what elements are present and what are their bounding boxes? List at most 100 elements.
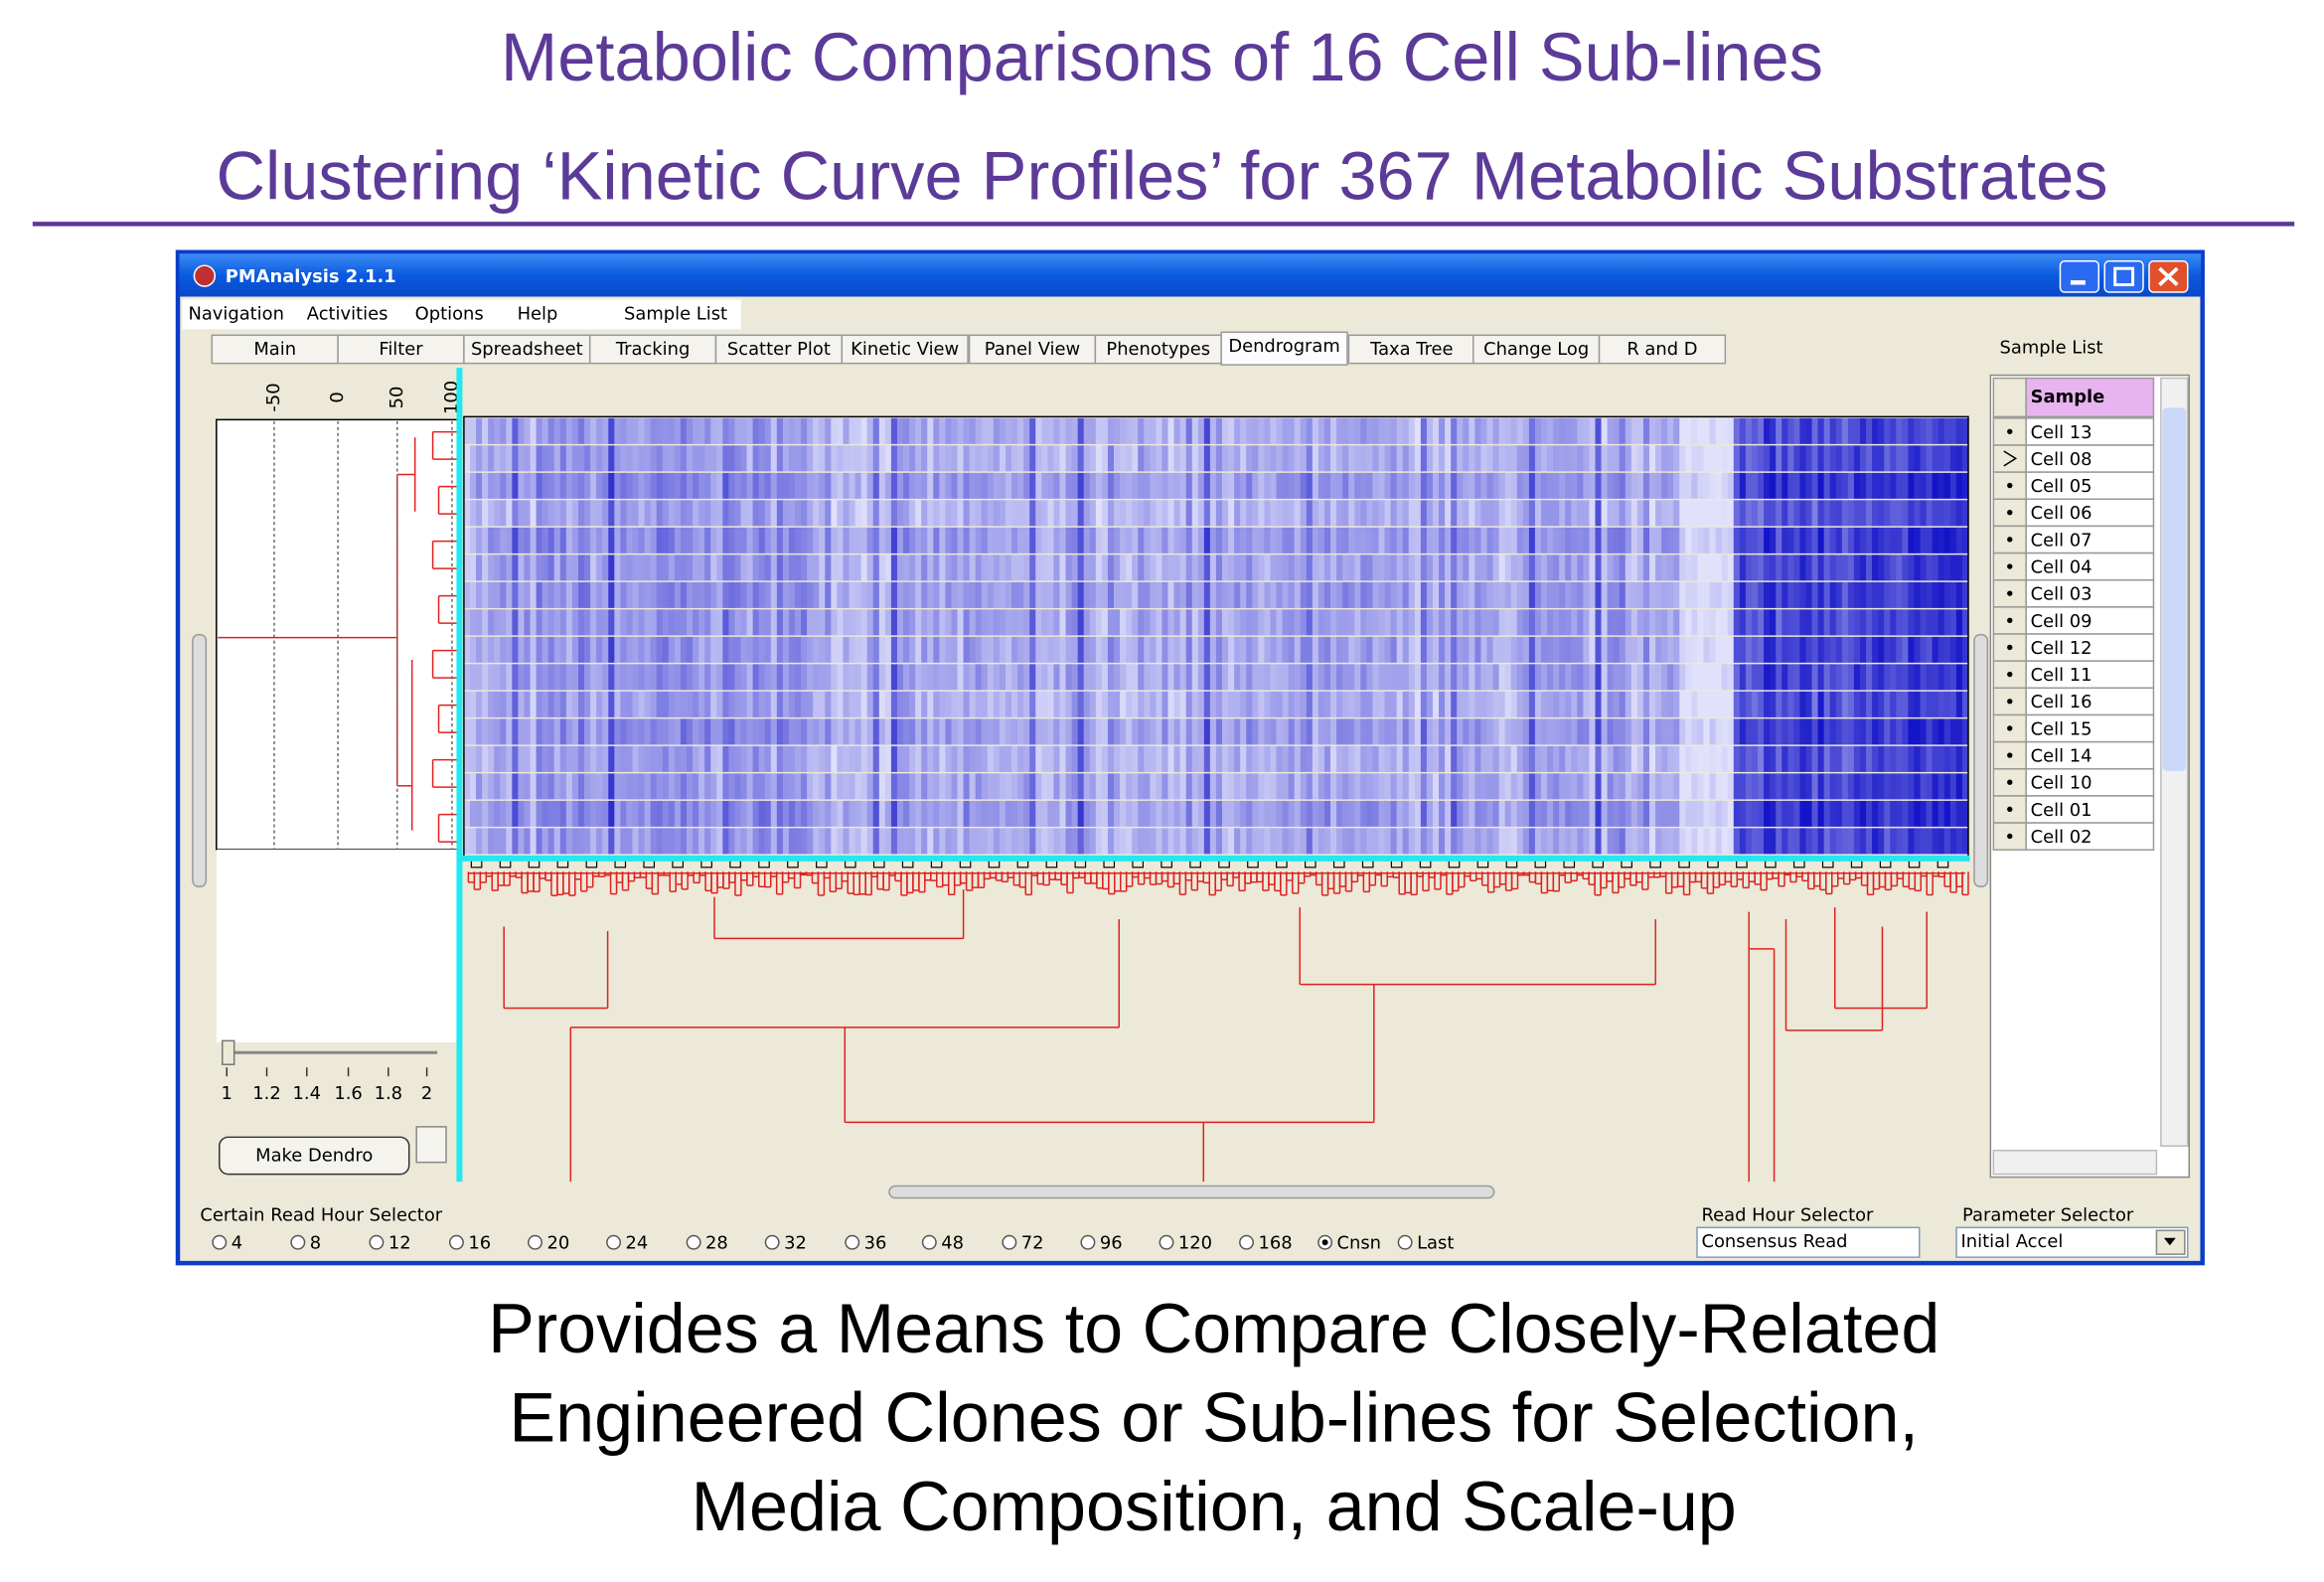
sample-cell[interactable]	[2025, 471, 2155, 501]
minimize-button[interactable]	[2059, 259, 2100, 293]
sample-cell[interactable]	[2025, 633, 2155, 662]
heatmap-cell	[1890, 581, 1897, 608]
heatmap-cell	[776, 691, 784, 717]
heatmap-cell	[1510, 472, 1518, 499]
heatmap-cell	[728, 828, 735, 855]
heatmap-cell	[488, 581, 495, 608]
heatmap-cell	[469, 664, 477, 691]
sample-cell[interactable]	[2025, 552, 2155, 581]
heatmap-cell	[1420, 417, 1428, 444]
heatmap-cell	[500, 417, 507, 444]
heatmap-cell	[872, 664, 880, 691]
heatmap-cell	[1884, 636, 1891, 663]
heatmap-cell	[896, 445, 904, 472]
heatmap-cell	[559, 417, 567, 444]
heatmap-cell	[1138, 472, 1145, 499]
heatmap-cell	[542, 828, 549, 855]
maximize-button[interactable]	[2103, 259, 2144, 293]
heatmap-cell	[890, 445, 898, 472]
heatmap-cell	[571, 609, 579, 636]
heatmap-cell	[740, 417, 748, 444]
heatmap-cell	[1047, 500, 1054, 527]
heatmap-cell	[1884, 527, 1891, 554]
heatmap-cell	[801, 718, 808, 745]
heatmap-cell	[1288, 718, 1296, 745]
tab[interactable]	[968, 334, 1097, 365]
heatmap-cell	[614, 718, 621, 745]
heatmap-cell	[1408, 417, 1416, 444]
heatmap-cell	[674, 691, 682, 717]
menu-item[interactable]: Options	[415, 303, 484, 324]
heatmap-cell	[1330, 417, 1337, 444]
heatmap-cell	[1571, 773, 1578, 800]
heatmap-cell	[1041, 773, 1048, 800]
left-collapse[interactable]	[192, 633, 208, 887]
heatmap-cell	[776, 500, 784, 527]
heatmap-cell	[1005, 636, 1012, 663]
heatmap-cell	[1095, 609, 1103, 636]
tab[interactable]	[463, 334, 591, 365]
tab[interactable]	[1598, 334, 1727, 365]
heatmap-cell	[1065, 417, 1073, 444]
tab[interactable]	[1347, 334, 1475, 365]
heatmap-cell	[1414, 445, 1422, 472]
spin-button[interactable]	[415, 1126, 447, 1164]
heatmap-cell	[1691, 664, 1698, 691]
tab[interactable]	[1094, 334, 1222, 365]
tab[interactable]	[1472, 334, 1601, 365]
heatmap-cell	[1095, 554, 1103, 581]
heatmap-cell	[608, 828, 615, 855]
tab[interactable]	[841, 334, 969, 365]
menu-item[interactable]: Activities	[307, 303, 388, 324]
heatmap-cell	[1703, 718, 1711, 745]
sample-cell[interactable]	[2025, 444, 2155, 473]
sample-cell[interactable]	[2025, 660, 2155, 690]
heatmap-cell	[1636, 664, 1644, 691]
heatmap-cell	[1601, 773, 1609, 800]
heatmap-cell	[843, 445, 850, 472]
tab[interactable]	[1220, 331, 1348, 366]
sample-cell[interactable]	[2025, 578, 2155, 608]
heatmap-cell	[782, 472, 790, 499]
heatmap-cell	[1926, 609, 1934, 636]
heatmap-cell	[1360, 472, 1367, 499]
menu-item[interactable]: Help	[518, 303, 558, 324]
heatmap-cell	[1727, 472, 1735, 499]
heatmap-cell	[801, 828, 808, 855]
menu-item[interactable]: Sample List	[624, 303, 727, 324]
heatmap-cell	[939, 800, 946, 827]
tab[interactable]	[337, 334, 465, 365]
heatmap-cell	[559, 527, 567, 554]
heatmap-cell	[1354, 773, 1361, 800]
heatmap-cell	[1679, 581, 1686, 608]
heatmap-cell	[957, 609, 965, 636]
heatmap-cell	[969, 691, 977, 717]
heatmap-cell	[1354, 636, 1361, 663]
heatmap-cell	[1023, 664, 1030, 691]
heatmap-cell	[1655, 718, 1662, 745]
heatmap-cell	[825, 581, 832, 608]
heatmap-cell	[1197, 636, 1205, 663]
heatmap-cell	[1691, 417, 1698, 444]
heatmap-cell	[1276, 800, 1284, 827]
sample-cell[interactable]	[2025, 498, 2155, 528]
slider-thumb[interactable]	[222, 1039, 235, 1065]
heatmap-cell	[710, 664, 717, 691]
right-collapse[interactable]	[1973, 633, 1989, 887]
heatmap-cell	[1179, 581, 1187, 608]
heatmap-cell	[530, 554, 538, 581]
heatmap-cell	[1246, 445, 1253, 472]
heatmap-cell	[1642, 500, 1650, 527]
heatmap-cell	[1246, 718, 1253, 745]
make-dendro-button[interactable]	[219, 1136, 410, 1176]
heatmap-cell	[1294, 691, 1302, 717]
tab[interactable]	[714, 334, 844, 365]
sample-cell[interactable]	[2025, 525, 2155, 554]
menu-item[interactable]: Navigation	[188, 303, 284, 324]
tab[interactable]	[588, 334, 717, 365]
heatmap-cell	[632, 445, 639, 472]
heatmap-cell	[782, 718, 790, 745]
heatmap-cell	[1017, 581, 1024, 608]
bottom-collapse[interactable]	[888, 1185, 1495, 1199]
heatmap-cell	[1053, 745, 1060, 772]
